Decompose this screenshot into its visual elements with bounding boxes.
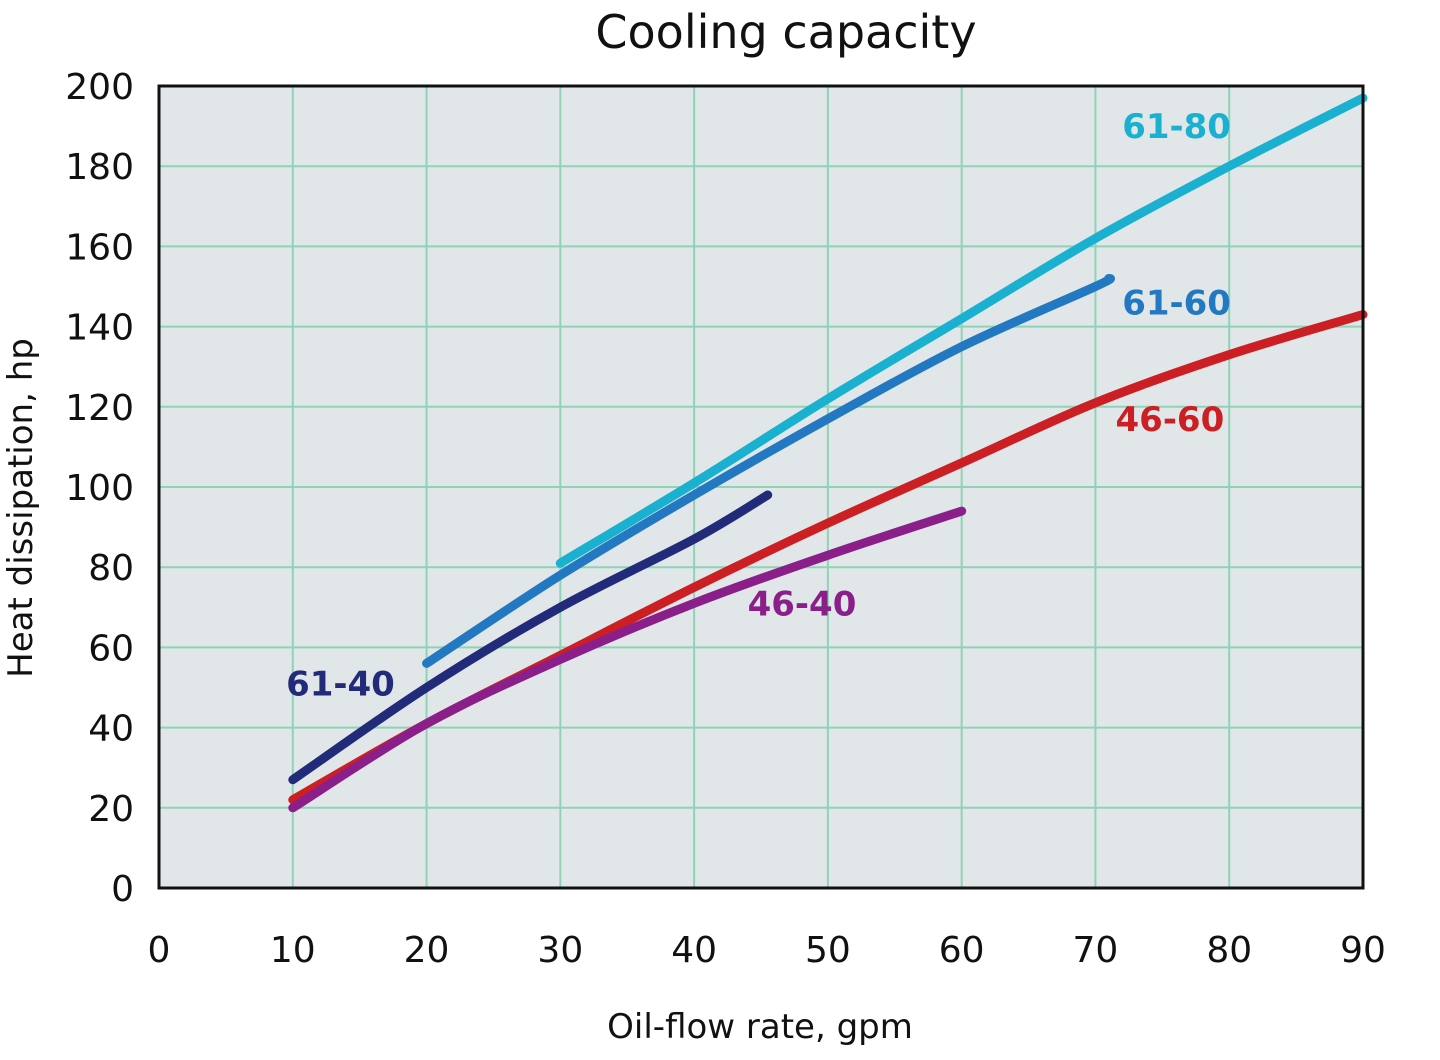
grid-lines	[159, 86, 1363, 888]
y-tick-label-180: 180	[65, 147, 134, 188]
x-tick-label-40: 40	[671, 930, 717, 971]
x-tick-label-30: 30	[537, 930, 583, 971]
series-label-61-80: 61-80	[1122, 107, 1231, 147]
y-axis-label: Heat dissipation, hp	[1, 338, 41, 678]
y-tick-label-200: 200	[65, 67, 134, 108]
x-tick-label-10: 10	[270, 930, 316, 971]
y-tick-label-40: 40	[88, 709, 134, 750]
y-tick-label-60: 60	[88, 628, 134, 669]
series-line-61-80	[555, 93, 1368, 568]
x-tick-label-20: 20	[404, 930, 450, 971]
series-line-46-40	[288, 506, 967, 813]
series-label-46-40: 46-40	[748, 584, 857, 624]
x-tick-label-50: 50	[805, 930, 851, 971]
y-tick-label-140: 140	[65, 308, 134, 349]
y-tick-label-160: 160	[65, 227, 134, 268]
x-tick-label-70: 70	[1073, 930, 1119, 971]
series-line-61-60	[422, 274, 1115, 668]
series-label-61-40: 61-40	[286, 665, 395, 705]
series-label-46-60: 46-60	[1116, 400, 1225, 440]
plot-frame	[157, 84, 1365, 890]
series-labels: 61-80 61-60 61-40 46-60 46-40	[286, 107, 1231, 704]
x-axis-label: Oil-flow rate, gpm	[607, 1007, 913, 1047]
series-lines	[288, 93, 1368, 813]
y-tick-label-120: 120	[65, 388, 134, 429]
y-tick-label-80: 80	[88, 548, 134, 589]
y-tick-label-20: 20	[88, 789, 134, 830]
series-label-61-60: 61-60	[1122, 284, 1231, 324]
series-line-61-40	[288, 490, 773, 785]
x-tick-label-80: 80	[1206, 930, 1252, 971]
tick-labels: 0 10 20 30 40 50 60 70 80 90 0 20 40 60 80 100 120 140 160…	[65, 67, 1386, 971]
x-tick-label-60: 60	[939, 930, 985, 971]
y-tick-label-0: 0	[111, 869, 134, 910]
x-tick-label-0: 0	[148, 930, 171, 971]
y-tick-label-100: 100	[65, 468, 134, 509]
chart-title: Cooling capacity	[595, 5, 976, 59]
x-tick-label-90: 90	[1340, 930, 1386, 971]
